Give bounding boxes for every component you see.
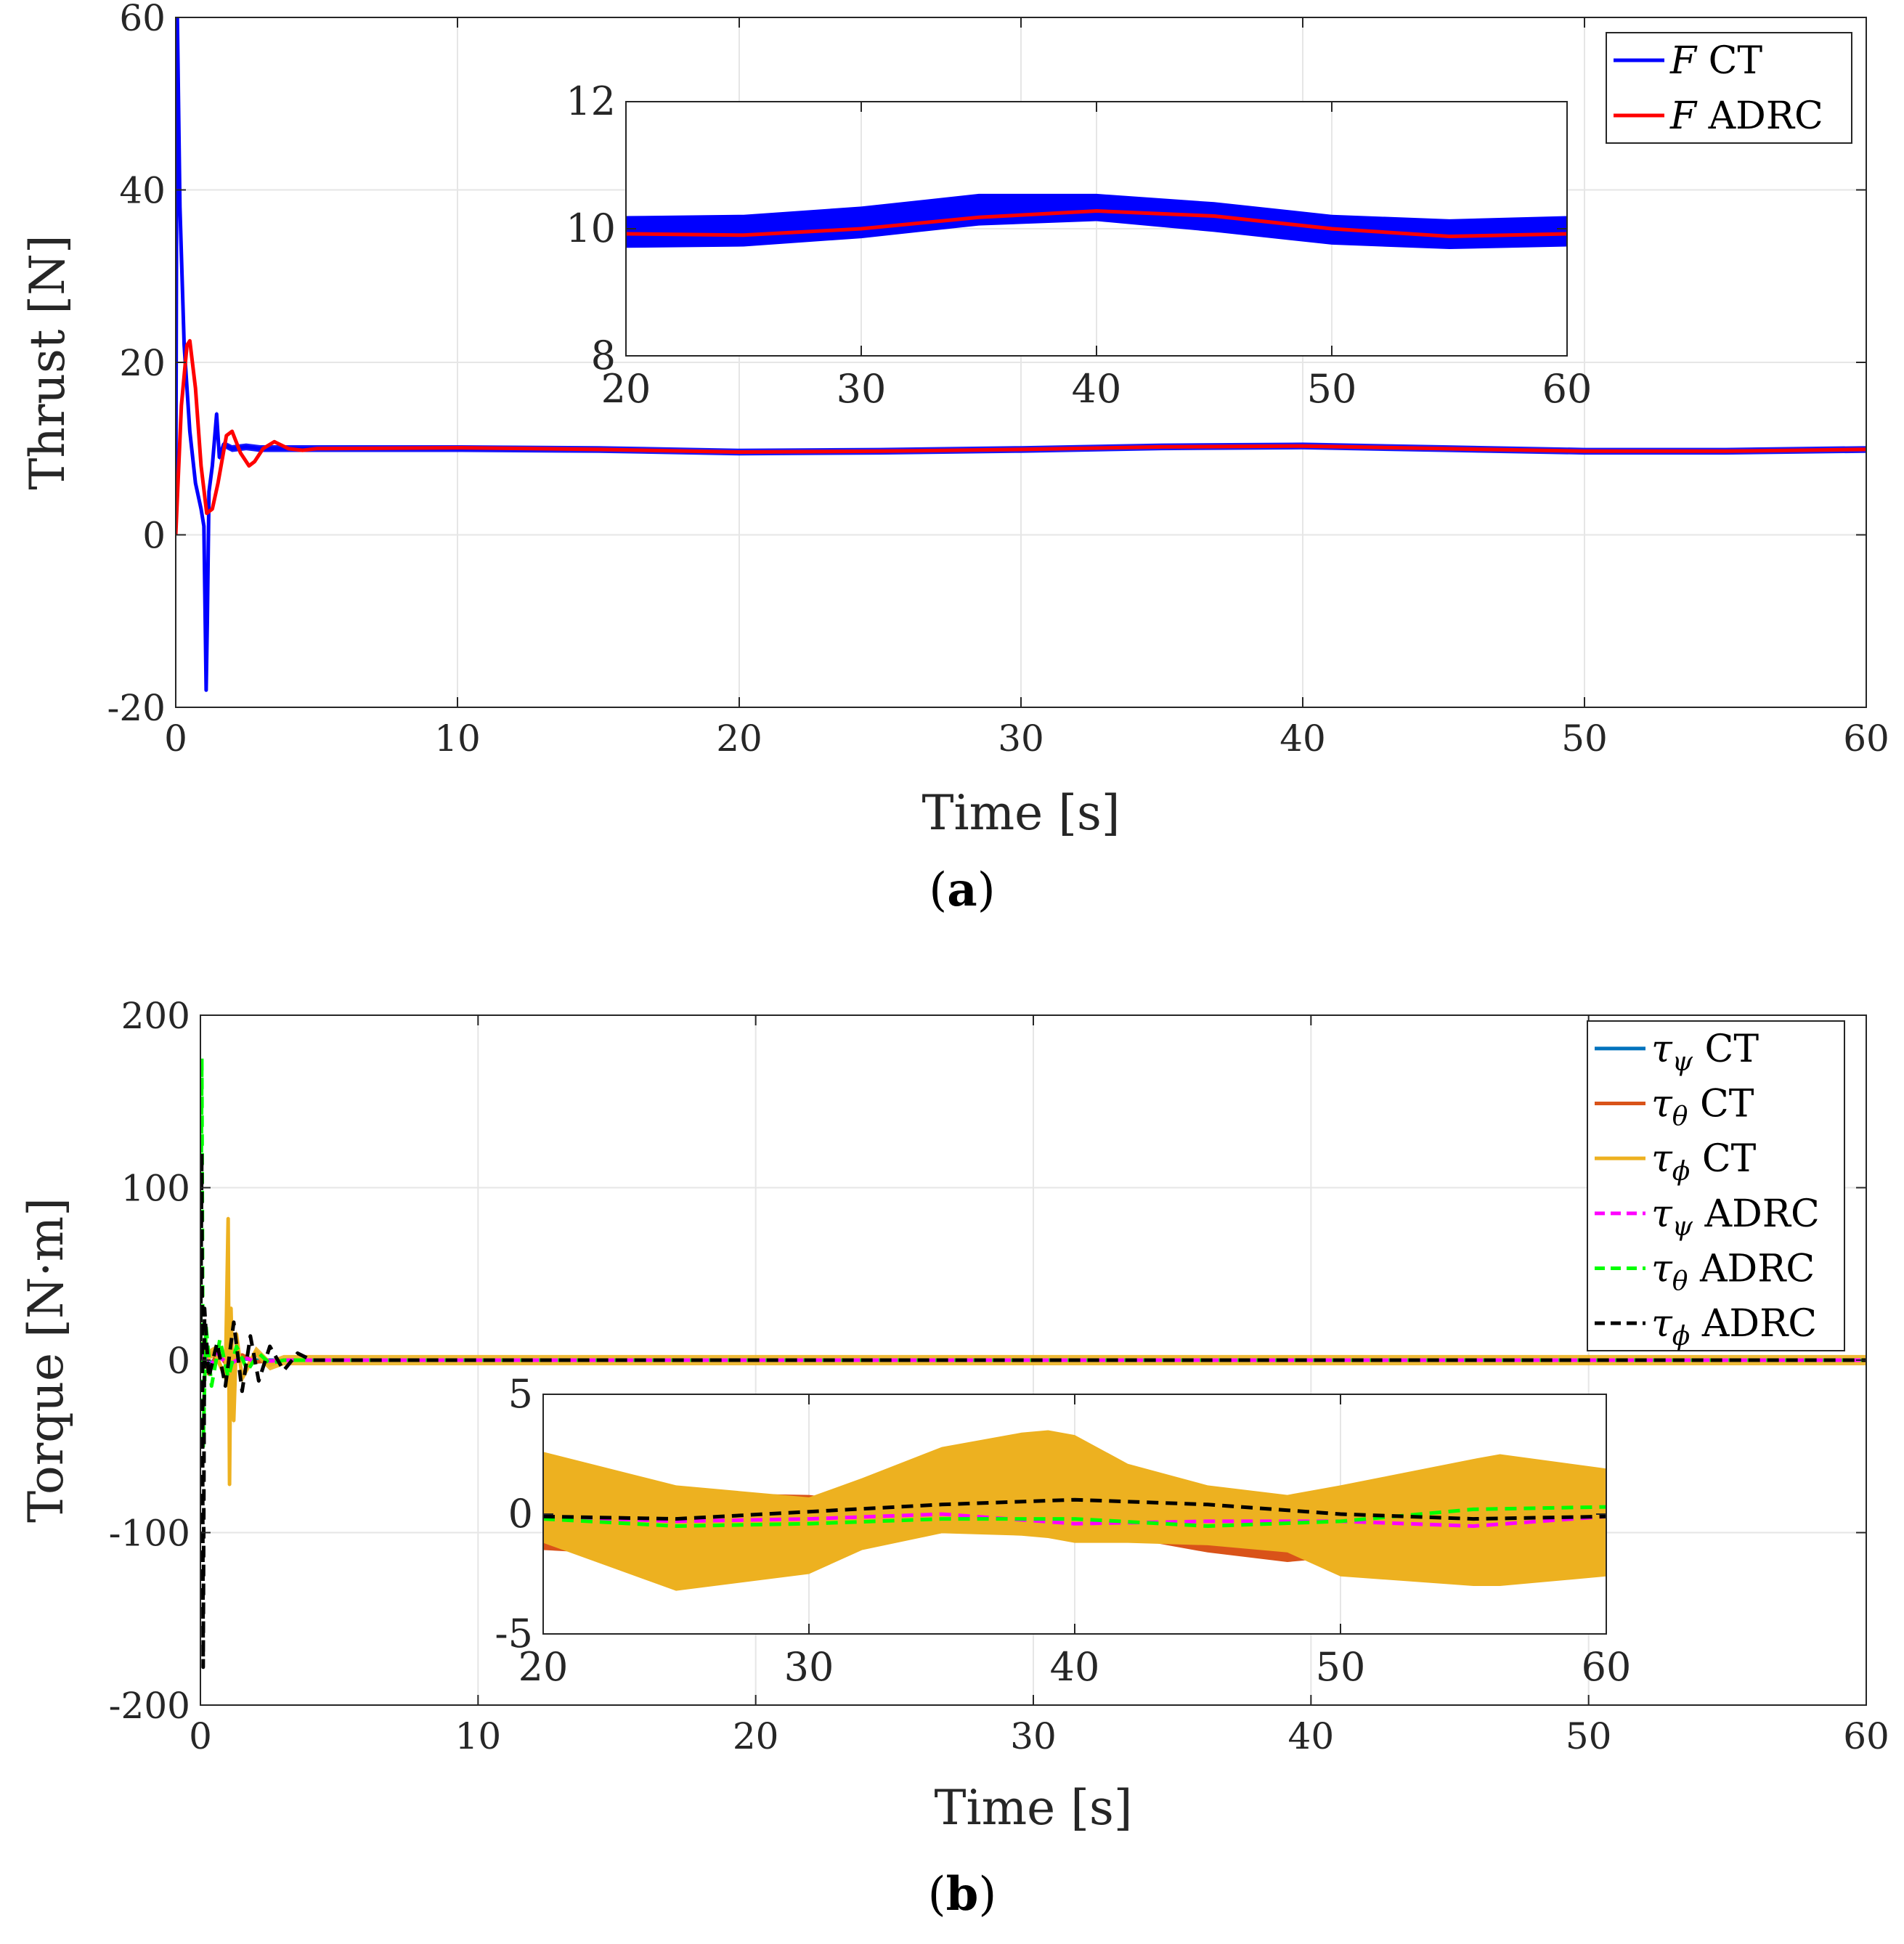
b-legend-symbol-2: τ [1651,1137,1673,1181]
b-legend-subscript-4: θ [1672,1267,1688,1297]
a-inset-series-1-line [626,208,1567,239]
a-inset-series-0-band [626,193,1567,249]
a-series-group [176,17,1866,694]
b-legend-entry-1: τθ CT [1651,1083,1754,1132]
b-legend-symbol-4: τ [1651,1248,1673,1291]
b-inset-xtick-label-3: 50 [1316,1644,1366,1690]
b-legend-symbol-5: τ [1651,1302,1673,1346]
b-xtick-label-3: 30 [1010,1715,1057,1757]
b-inset-ytick-label-0: -5 [495,1611,533,1656]
b-legend-subscript-2: ϕ [1672,1157,1691,1187]
b-inset-series-1-band [543,1430,1606,1591]
b-series-group [200,1056,1866,1670]
a-inset-ytick-label-2: 12 [566,78,616,124]
a-inset-ytick-label-1: 10 [566,206,616,251]
a-series-1-line [176,338,1866,535]
a-xtick-label-3: 30 [998,717,1044,760]
b-xtick-label-4: 40 [1288,1715,1335,1757]
a-inset-xtick-label-2: 40 [1072,366,1122,412]
a-inset-xtick-label-3: 50 [1307,366,1357,412]
b-legend-subscript-0: ψ [1672,1047,1693,1077]
a-inset: 20 30 40 50 60 8 10 12 [566,78,1592,412]
caption-b-label: b [946,1867,979,1921]
a-inset-xtick-label-4: 60 [1542,366,1592,412]
caption-a-label: a [947,863,977,917]
b-legend-text-5: ADRC [1690,1302,1817,1346]
b-inset-series-4-line [543,1497,1606,1521]
a-legend-entry-1: F ADRC [1669,94,1823,138]
b-inset-ytick-label-1: 0 [508,1491,533,1537]
b-inset-xtick-label-1: 30 [784,1644,834,1690]
b-legend-symbol-0: τ [1651,1028,1673,1071]
b-xtick-label-1: 10 [455,1715,502,1757]
a-inset-xtick-label-1: 30 [837,366,887,412]
b-ytick-label-2: 0 [167,1340,190,1382]
b-legend-text-1: CT [1688,1083,1754,1126]
a-ytick-label-1: 0 [142,515,166,557]
caption-a: (a) [929,863,995,917]
a-xtick-label-4: 40 [1279,717,1326,760]
b-inset: 20 30 40 50 60 -5 0 5 [495,1371,1631,1690]
b-inset-series-2-line [543,1512,1606,1529]
a-ytick-label-2: 20 [119,342,166,384]
a-ytick-label-0: -20 [107,687,166,729]
b-xtick-label-5: 50 [1566,1715,1612,1757]
b-xtick-label-2: 20 [733,1715,779,1757]
a-legend-entry-0: F CT [1669,39,1762,83]
b-legend-entry-5: τϕ ADRC [1651,1302,1817,1351]
a-inset-series-group [626,193,1567,249]
a-xtick-label-2: 20 [716,717,762,760]
a-legend-box [1606,32,1852,144]
caption-b: (b) [928,1867,997,1921]
a-xtick-label-5: 50 [1561,717,1608,760]
b-legend-subscript-5: ϕ [1672,1322,1691,1351]
b-inset-xtick-label-4: 60 [1582,1644,1632,1690]
b-legend-box [1587,1020,1845,1351]
b-legend-entry-0: τψ CT [1651,1028,1759,1077]
a-legend-text-1: ADRC [1696,94,1823,138]
b-xlabel: Time [s] [934,1780,1132,1836]
b-inset-ytick-label-2: 5 [508,1371,533,1417]
a-legend-symbol-0: F [1669,39,1698,83]
b-legend-symbol-3: τ [1651,1192,1673,1236]
a-inset-ytick-label-0: 8 [591,333,616,378]
b-legend-subscript-3: ψ [1672,1212,1693,1242]
a-legend-text-0: CT [1696,39,1762,83]
a-xtick-label-1: 10 [434,717,481,760]
a-inset-xtick-label-0: 20 [601,366,651,412]
b-inset-xtick-label-2: 40 [1050,1644,1100,1690]
b-legend-text-3: ADRC [1693,1192,1820,1236]
b-xtick-label-0: 0 [189,1715,212,1757]
b-legend-symbol-1: τ [1651,1083,1673,1126]
b-ytick-label-3: 100 [121,1168,190,1210]
b-inset-series-3-line [543,1505,1606,1529]
b-ytick-label-4: 200 [121,995,190,1037]
a-xtick-label-0: 0 [164,717,187,760]
a-ytick-label-3: 40 [119,170,166,212]
b-inset-series-group [543,1430,1606,1591]
b-xtick-label-6: 60 [1843,1715,1889,1757]
a-ylabel: Thrust [N] [20,235,76,489]
b-ylabel: Torque [N·m] [18,1197,74,1523]
b-legend-text-0: CT [1693,1028,1759,1071]
b-legend-entry-2: τϕ CT [1651,1137,1757,1187]
a-xlabel: Time [s] [922,785,1120,841]
b-legend-subscript-1: θ [1672,1102,1688,1132]
a-legend: F CTF ADRC [1606,32,1852,144]
b-ytick-label-1: -100 [109,1513,190,1555]
b-legend-text-2: CT [1690,1137,1756,1181]
b-ytick-label-0: -200 [109,1685,190,1727]
b-series-5-line [200,1151,1866,1670]
a-legend-symbol-1: F [1669,94,1698,138]
a-xtick-label-6: 60 [1843,717,1889,760]
b-legend-entry-4: τθ ADRC [1651,1248,1815,1297]
a-ytick-label-4: 60 [119,0,166,39]
b-legend-entry-3: τψ ADRC [1651,1192,1820,1242]
b-legend-text-4: ADRC [1688,1248,1815,1291]
b-inset-xtick-label-0: 20 [518,1644,569,1690]
